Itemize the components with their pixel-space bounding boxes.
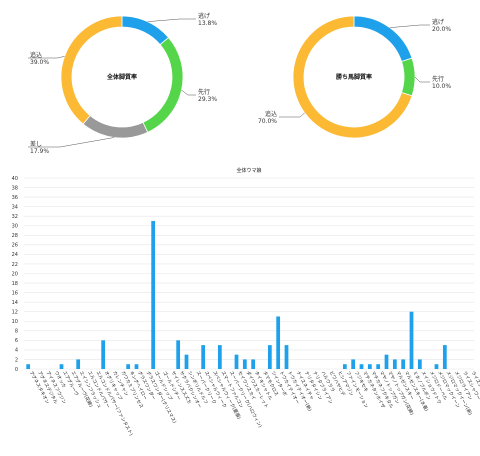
bar-chart-x-axis: アグネスタキオンアグネスデジタルアイネスフウジンウオッカエアグルーヴエアグルーヴ… <box>28 370 480 437</box>
bar <box>351 359 356 369</box>
bar <box>409 311 414 369</box>
y-tick-label: 20 <box>12 271 18 277</box>
donut-slice-label: 先行 <box>432 75 444 83</box>
bar-chart-gridlines <box>24 177 474 370</box>
donut-leader-line <box>28 137 115 148</box>
donut-slice-追込 <box>292 15 413 139</box>
y-tick-label: 2 <box>15 357 18 363</box>
donut-leader-line <box>147 18 196 22</box>
y-tick-label: 14 <box>12 300 18 306</box>
bar <box>276 316 281 369</box>
bar <box>417 359 422 369</box>
y-tick-label: 16 <box>12 290 18 296</box>
bar <box>267 345 272 369</box>
donut-leader-line <box>279 112 305 118</box>
y-tick-label: 8 <box>15 329 18 335</box>
bar-chart-all-uma-musume: 全体ウマ娘 0246810121416182022242628303234363… <box>12 167 480 437</box>
donut-leader-line <box>389 24 430 28</box>
donut-slice-label: 追込 <box>265 110 277 118</box>
donut-slice-percent: 13.8% <box>198 20 217 27</box>
y-tick-label: 4 <box>15 348 18 354</box>
y-tick-label: 10 <box>12 319 18 325</box>
donut-slice-差し <box>82 114 149 139</box>
bar <box>151 220 156 369</box>
bar-chart-bars <box>26 220 447 369</box>
y-tick-label: 24 <box>12 252 18 258</box>
bar <box>384 354 389 369</box>
donut-slice-label: 追込 <box>30 51 42 59</box>
bar-chart-title: 全体ウマ娘 <box>236 167 261 174</box>
bar <box>184 354 189 369</box>
bar <box>392 359 397 369</box>
bar <box>401 359 406 369</box>
donut-slice-label: 差し <box>30 140 42 148</box>
bar <box>126 364 131 369</box>
donut-slice-追込 <box>60 15 123 125</box>
bar <box>217 345 222 369</box>
bar <box>26 364 31 369</box>
donut-slice-逃げ <box>353 15 413 63</box>
bar <box>367 364 372 369</box>
y-tick-label: 12 <box>12 310 18 316</box>
bar <box>234 354 239 369</box>
bar <box>201 345 206 369</box>
y-tick-label: 22 <box>12 262 18 268</box>
y-tick-label: 6 <box>15 338 18 344</box>
bar <box>376 364 381 369</box>
y-tick-label: 38 <box>12 185 18 191</box>
donut-leader-line <box>181 89 196 96</box>
y-tick-label: 34 <box>12 204 18 210</box>
y-tick-label: 0 <box>15 367 18 373</box>
y-tick-label: 30 <box>12 224 18 230</box>
y-tick-label: 28 <box>12 233 18 239</box>
bar <box>134 364 139 369</box>
bar <box>242 359 247 369</box>
bar <box>434 364 439 369</box>
y-tick-label: 18 <box>12 281 18 287</box>
donut-slice-percent: 29.3% <box>198 96 217 103</box>
donut-slice-label: 先行 <box>198 88 210 96</box>
donut-title-winners: 勝ち馬脚質率 <box>336 73 372 81</box>
y-tick-label: 26 <box>12 243 18 249</box>
bar <box>59 364 64 369</box>
donut-leader-line <box>28 56 65 59</box>
donut-leader-line <box>414 76 430 83</box>
donut-slice-label: 逃げ <box>432 18 444 26</box>
bar <box>342 364 347 369</box>
donut-slice-percent: 20.0% <box>432 26 451 33</box>
y-tick-label: 36 <box>12 195 18 201</box>
bar <box>101 340 106 369</box>
donut-slice-label: 逃げ <box>198 12 210 20</box>
donut-slice-percent: 17.9% <box>30 148 49 155</box>
donut-slice-percent: 70.0% <box>258 118 277 125</box>
bar <box>76 359 81 369</box>
bar <box>176 340 181 369</box>
y-tick-label: 32 <box>12 214 18 220</box>
bar <box>442 345 447 369</box>
donut-slice-先行 <box>401 57 416 97</box>
donut-slice-percent: 39.0% <box>30 59 49 66</box>
donut-slice-percent: 10.0% <box>432 83 451 90</box>
y-tick-label: 40 <box>12 176 18 182</box>
bar <box>251 359 256 369</box>
bar <box>359 364 364 369</box>
donut-slice-先行 <box>142 36 184 133</box>
donut-title-overall: 全体脚質率 <box>106 73 137 81</box>
bar <box>284 345 289 369</box>
